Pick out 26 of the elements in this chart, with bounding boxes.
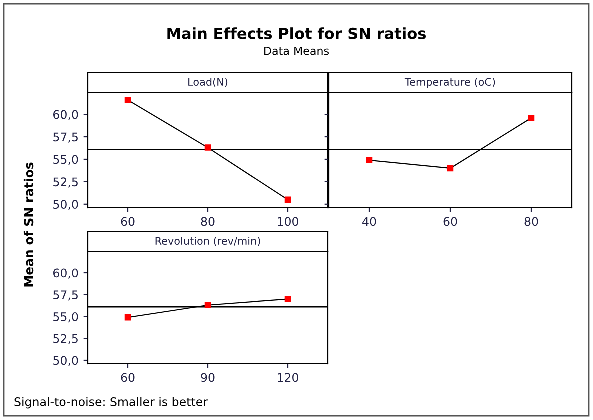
x-tick-label: 100 [278, 217, 298, 226]
x-axis-title: Temperature (oC) [404, 78, 496, 88]
y-axis-title: Mean of SN ratios [24, 162, 34, 287]
x-axis-title: Revolution (rev/min) [156, 236, 260, 246]
y-tick-label: 50,0 [54, 356, 78, 366]
text: Signal-to-noise: Smaller is better [14, 397, 208, 409]
x-tick-label: 60 [121, 217, 135, 226]
y-tick-label: 55,0 [54, 155, 78, 166]
chart-title: Main Effects Plot for SN ratios [168, 28, 426, 40]
y-tick-label: 52,5 [54, 178, 78, 188]
y-tick-label: 60,0 [54, 268, 78, 279]
y-tick-label: 60,0 [54, 110, 78, 120]
x-axis-title: Load(N) [188, 78, 228, 88]
y-tick-label: 52,5 [54, 334, 78, 344]
x-tick-label: 60 [121, 373, 135, 382]
y-tick-label: 55,0 [54, 312, 78, 323]
x-tick-label: 120 [278, 373, 298, 382]
chart-subtitle: Data Means [264, 46, 330, 56]
x-tick-label: 80 [524, 217, 538, 226]
x-tick-label: 60 [444, 217, 458, 226]
x-tick-label: 80 [201, 217, 215, 226]
x-tick-label: 40 [362, 217, 376, 226]
y-tick-label: 57,5 [54, 290, 78, 301]
x-tick-label: 90 [201, 373, 215, 382]
y-tick-label: 50,0 [54, 200, 78, 210]
y-tick-label: 57,5 [54, 132, 78, 143]
